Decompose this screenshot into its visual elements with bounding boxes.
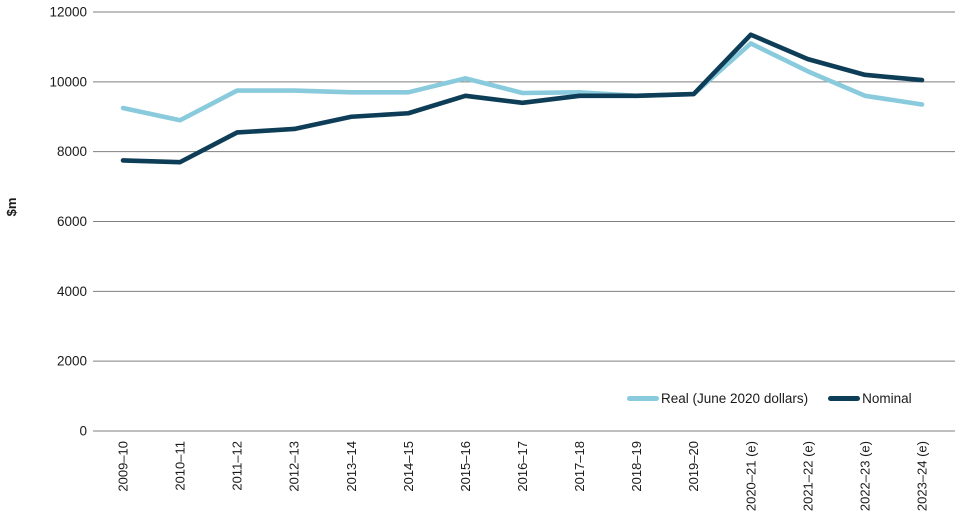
legend-swatch-nominal bbox=[828, 396, 861, 401]
x-tick-label: 2009–10 bbox=[116, 441, 131, 492]
x-tick-label: 2012–13 bbox=[287, 441, 302, 492]
y-tick-label: 0 bbox=[79, 424, 87, 439]
x-tick-label: 2014–15 bbox=[401, 441, 416, 492]
x-tick-label: 2016–17 bbox=[515, 441, 530, 492]
y-tick-label: 6000 bbox=[57, 214, 87, 229]
y-tick-label: 12000 bbox=[49, 5, 87, 20]
y-tick-label: 4000 bbox=[57, 284, 87, 299]
legend-swatch-real bbox=[627, 396, 659, 401]
x-tick-label: 2013–14 bbox=[344, 441, 359, 492]
x-tick-label: 2015–16 bbox=[458, 441, 473, 492]
y-tick-label: 10000 bbox=[49, 74, 87, 89]
legend-label-real: Real (June 2020 dollars) bbox=[661, 391, 809, 406]
x-tick-label: 2011–12 bbox=[230, 441, 245, 491]
chart-legend: Real (June 2020 dollars) Nominal bbox=[627, 391, 912, 406]
x-tick-label: 2019–20 bbox=[686, 441, 701, 492]
x-tick-label: 2021–22 (e) bbox=[800, 441, 815, 511]
series-line-real-june-2020-dollars bbox=[120, 41, 925, 123]
y-axis-title: $m bbox=[4, 198, 19, 217]
y-tick-label: 2000 bbox=[57, 354, 87, 369]
x-tick-label: 2022–23 (e) bbox=[857, 441, 872, 511]
x-tick-label: 2018–19 bbox=[629, 441, 644, 492]
legend-label-nominal: Nominal bbox=[862, 391, 912, 406]
x-tick-label: 2010–11 bbox=[173, 441, 188, 491]
y-tick-label: 8000 bbox=[57, 144, 87, 159]
series-line-nominal bbox=[120, 32, 925, 165]
x-tick-label: 2017–18 bbox=[572, 441, 587, 492]
x-tick-label: 2023–24 (e) bbox=[915, 441, 930, 511]
x-tick-label: 2020–21 (e) bbox=[743, 441, 758, 511]
